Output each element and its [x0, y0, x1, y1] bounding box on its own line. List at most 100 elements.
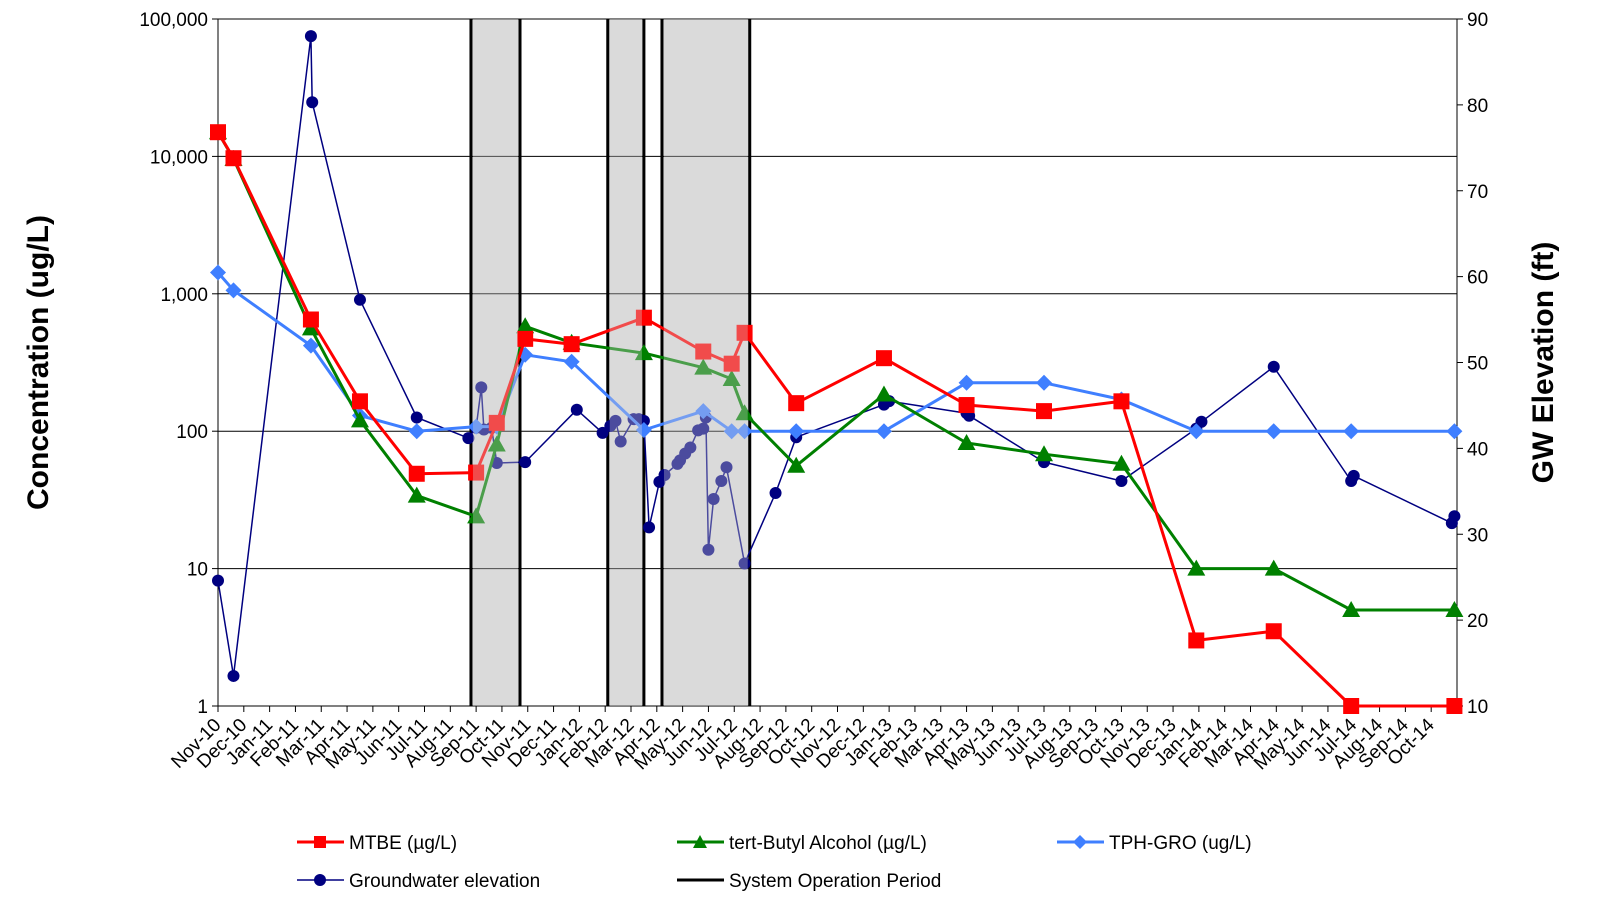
legend-label-tba: tert-Butyl Alcohol (µg/L): [729, 833, 927, 854]
data-point: [958, 397, 975, 414]
data-point: [635, 309, 652, 326]
data-point: [468, 464, 485, 481]
operation-period-band: [607, 19, 644, 706]
data-point: [723, 423, 740, 440]
data-point: [488, 414, 505, 431]
series-2: [210, 264, 1463, 440]
data-point: [519, 456, 532, 469]
legend-label-groundwater: Groundwater elevation: [349, 871, 540, 892]
legend-label-system-operation: System Operation Period: [729, 871, 941, 892]
data-point: [637, 414, 650, 427]
data-point: [957, 434, 976, 451]
data-point: [563, 353, 580, 370]
y2-tick-label: 70: [1467, 182, 1488, 203]
legend-item-groundwater: Groundwater elevation: [297, 871, 540, 892]
data-point: [351, 393, 368, 410]
data-point: [563, 336, 580, 353]
legend-item-tba: tert-Butyl Alcohol (µg/L): [677, 833, 927, 854]
data-point: [517, 330, 534, 347]
y2-axis-title: GW Elevation (ft): [1527, 242, 1560, 484]
data-point: [722, 369, 741, 386]
data-point: [1343, 423, 1360, 440]
legend-label-mtbe: MTBE (µg/L): [349, 833, 457, 854]
data-point: [1195, 415, 1208, 428]
data-point: [1267, 360, 1280, 373]
data-point: [715, 475, 728, 488]
data-point: [643, 521, 656, 534]
data-point: [707, 493, 720, 506]
y-tick-label: 100: [176, 422, 208, 443]
data-point: [1445, 600, 1464, 617]
y2-tick-label: 40: [1467, 439, 1488, 460]
data-point: [227, 669, 240, 682]
data-point: [769, 487, 782, 500]
data-point: [735, 404, 754, 421]
operation-period-overlay: [609, 19, 642, 706]
data-point: [475, 381, 488, 394]
data-point: [1446, 698, 1463, 714]
data-point: [658, 468, 671, 481]
legend-label-tph: TPH-GRO (ug/L): [1109, 833, 1252, 854]
operation-period-lines: [469, 19, 752, 706]
data-point: [302, 311, 319, 328]
y2-tick-label: 90: [1467, 10, 1488, 31]
y2-tick-label: 10: [1467, 697, 1488, 718]
data-point: [875, 350, 892, 367]
legend-item-system-operation: System Operation Period: [677, 871, 941, 892]
y-axis-title: Concentration (ug/L): [22, 215, 55, 510]
data-point: [697, 422, 710, 435]
data-point: [408, 465, 425, 482]
series-0: [210, 124, 1463, 714]
y-tick-label: 1: [197, 697, 208, 718]
legend-item-mtbe: MTBE (µg/L): [297, 833, 457, 854]
data-point: [875, 423, 892, 440]
data-point: [468, 418, 485, 435]
data-point: [225, 282, 242, 299]
data-point: [1035, 445, 1053, 462]
data-point: [306, 96, 319, 109]
data-point: [225, 150, 242, 167]
data-point: [684, 441, 697, 454]
series-3: [212, 30, 1461, 682]
data-point: [1264, 559, 1283, 576]
data-point: [635, 422, 652, 439]
data-point: [596, 426, 609, 439]
data-point: [738, 557, 751, 570]
data-point: [210, 124, 226, 141]
series-line: [217, 35, 1456, 677]
data-point: [702, 543, 715, 556]
data-point: [788, 423, 805, 440]
y2-tick-label: 60: [1467, 268, 1488, 289]
y2-tick-label: 80: [1467, 96, 1488, 117]
data-point: [467, 507, 486, 524]
data-point: [1343, 698, 1360, 714]
y2-tick-label: 50: [1467, 354, 1488, 375]
data-point: [1036, 374, 1052, 391]
x-axis: Nov-10Dec-10Jan-11Feb-11Mar-11Apr-11May-…: [167, 706, 1458, 774]
data-point: [302, 337, 319, 354]
left-y-axis: 1 10 100 1,000 10,000 100,000: [139, 10, 218, 718]
data-point: [1115, 475, 1128, 488]
legend: MTBE (µg/L) tert-Butyl Alcohol (µg/L) TP…: [297, 833, 1252, 892]
data-point: [407, 486, 426, 503]
y-tick-label: 10,000: [150, 147, 208, 168]
right-y-axis: 10 20 30 40 50 60 70 80 90: [1457, 10, 1488, 718]
y-tick-label: 10: [187, 560, 208, 581]
data-point: [958, 374, 975, 391]
y2-tick-label: 20: [1467, 611, 1488, 632]
data-point: [210, 264, 226, 281]
data-point: [695, 403, 712, 420]
series-line: [216, 131, 1455, 708]
data-point: [634, 344, 653, 361]
data-point: [212, 574, 224, 587]
y2-tick-label: 30: [1467, 525, 1488, 546]
data-point: [723, 355, 740, 372]
data-point: [516, 317, 535, 334]
data-point: [1265, 423, 1282, 440]
data-point: [1187, 559, 1206, 576]
y-tick-label: 100,000: [139, 10, 208, 31]
series-line: [216, 271, 1455, 433]
series: [209, 19, 1464, 714]
data-point: [350, 411, 369, 428]
